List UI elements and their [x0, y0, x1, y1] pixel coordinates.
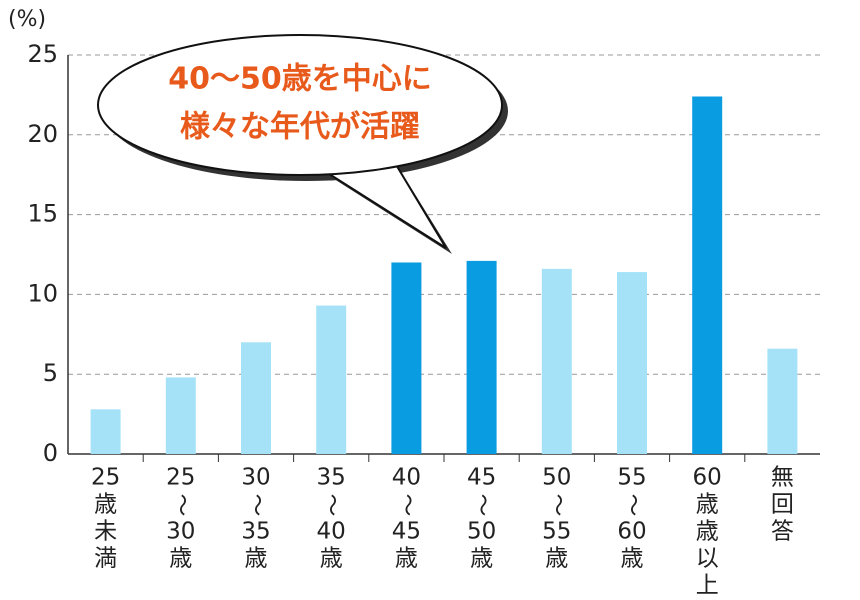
x-tick-label: 45 — [467, 465, 496, 491]
x-tick-label: 〜 — [168, 494, 194, 517]
x-tick-label: 〜 — [394, 494, 420, 517]
bar — [90, 409, 121, 454]
y-tick-label: 0 — [43, 439, 58, 467]
x-tick-label: 25 — [166, 465, 195, 491]
annotation: 40〜50歳を中心に — [168, 62, 432, 97]
x-tick-label: 50 — [467, 519, 496, 545]
x-tick-label: 〜 — [319, 494, 345, 517]
y-tick-label: 25 — [27, 40, 58, 68]
bar — [692, 96, 723, 454]
bar — [541, 268, 572, 454]
x-tick-label: 歳 — [245, 546, 268, 572]
bar — [241, 342, 271, 454]
x-tick-label: 〜 — [469, 494, 495, 517]
bar — [391, 262, 422, 454]
bar — [466, 260, 497, 454]
bar — [316, 305, 347, 454]
annotation: 様々な年代が活躍 — [180, 110, 420, 145]
x-tick-label: 25 — [91, 465, 120, 491]
x-tick-label: 満 — [94, 546, 117, 572]
x-tick-label: 40 — [392, 465, 421, 491]
x-tick-label: 〜 — [544, 494, 570, 517]
x-tick-label: 35 — [317, 465, 346, 491]
x-tick-label: 60 — [617, 519, 646, 545]
x-tick-label: 50 — [542, 465, 571, 491]
x-tick-label: 歳 — [470, 546, 493, 572]
x-tick-label: 歳 — [320, 546, 343, 572]
x-tick-label: 歳 — [696, 492, 719, 518]
y-tick-label: 10 — [27, 279, 58, 307]
x-tick-label: 無 — [771, 465, 794, 491]
x-tick-label: 歳 — [621, 546, 644, 572]
x-tick-label: 以 — [696, 546, 719, 572]
x-tick-label: 55 — [617, 465, 646, 491]
speech-bubble — [97, 34, 508, 254]
x-tick-label: 上 — [696, 573, 719, 599]
y-axis-label: (%) — [8, 7, 46, 32]
x-tick-label: 〜 — [620, 494, 646, 517]
x-tick-label: 歳 — [696, 519, 719, 545]
y-tick-label: 15 — [27, 200, 58, 228]
x-tick-label: 30 — [166, 519, 195, 545]
x-tick-label: 〜 — [244, 494, 270, 517]
y-tick-label: 20 — [27, 120, 58, 148]
bar — [767, 348, 798, 454]
x-tick-label: 40 — [317, 519, 346, 545]
x-tick-label: 答 — [771, 519, 794, 545]
x-tick-label: 45 — [392, 519, 421, 545]
y-tick-label: 5 — [43, 359, 58, 387]
x-tick-label: 回 — [771, 492, 794, 518]
x-tick-label: 未 — [94, 519, 117, 545]
x-tick-label: 歳 — [395, 546, 418, 572]
bar — [617, 272, 647, 454]
x-tick-label: 歳 — [169, 546, 192, 572]
bar — [165, 377, 196, 454]
x-tick-label: 55 — [542, 519, 571, 545]
x-tick-label: 35 — [241, 519, 270, 545]
x-tick-label: 30 — [241, 465, 270, 491]
x-tick-label: 歳 — [94, 492, 117, 518]
x-tick-label: 歳 — [545, 546, 568, 572]
x-tick-label: 60 — [693, 465, 722, 491]
